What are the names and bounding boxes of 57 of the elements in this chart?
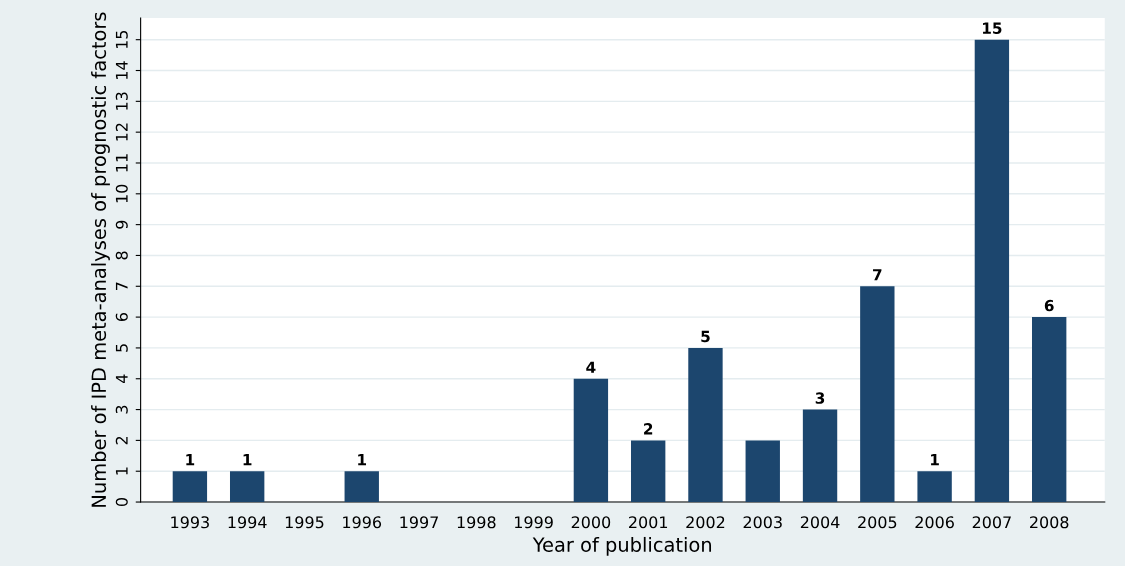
bar — [917, 471, 952, 503]
y-tick-label: 4 — [115, 374, 128, 384]
x-tick-label: 2006 — [915, 516, 954, 529]
x-tick-label: 2008 — [1030, 516, 1069, 529]
y-tick-label: 9 — [115, 220, 128, 229]
x-tick-label: 2007 — [972, 516, 1011, 529]
y-tick-label: 5 — [115, 344, 128, 352]
x-tick-label: 2000 — [571, 516, 611, 529]
data-label: 6 — [1044, 299, 1054, 312]
y-tick-label: 8 — [115, 251, 128, 260]
data-label: 1 — [358, 454, 367, 466]
y-tick-label: 1 — [115, 467, 128, 475]
x-tick-label: 2005 — [858, 516, 897, 529]
data-label: 1 — [243, 454, 252, 466]
data-label: 1 — [931, 454, 939, 466]
data-label: 15 — [982, 22, 1002, 34]
y-tick-label: 3 — [115, 405, 128, 414]
x-tick-label: 1997 — [400, 516, 438, 529]
data-label: 2 — [644, 423, 653, 435]
bar — [1032, 317, 1067, 503]
y-tick-label: 10 — [115, 184, 128, 203]
bar — [630, 440, 666, 503]
y-tick-label: 2 — [115, 436, 128, 445]
y-tick-label: 11 — [115, 154, 128, 172]
x-tick-label: 2004 — [800, 516, 840, 529]
x-tick-label: 1993 — [171, 516, 209, 529]
bar — [573, 378, 609, 503]
x-tick-label: 1994 — [228, 516, 267, 529]
bar — [802, 409, 838, 503]
y-axis-title: Number of IPD meta-analyses of prognostic factors — [91, 12, 110, 507]
data-label: 7 — [873, 269, 882, 281]
y-tick-label: 14 — [115, 61, 128, 79]
x-axis-title: Year of publication — [532, 536, 712, 556]
y-tick-label: 6 — [115, 313, 128, 322]
x-tick-label: 1999 — [515, 516, 553, 529]
bar — [172, 471, 208, 503]
y-tick-label: 7 — [115, 282, 128, 291]
y-tick-label: 13 — [115, 92, 128, 110]
data-label: 5 — [701, 330, 710, 343]
bar — [344, 471, 379, 503]
y-tick-label: 15 — [115, 30, 128, 49]
bar — [229, 471, 265, 503]
x-tick-label: 2003 — [743, 516, 782, 529]
bar — [974, 39, 1010, 503]
x-tick-label: 2001 — [629, 516, 668, 529]
bar — [745, 440, 780, 503]
data-label: 1 — [186, 454, 195, 466]
x-tick-label: 1996 — [343, 516, 382, 529]
y-tick-label: 0 — [115, 498, 128, 507]
data-label: 3 — [815, 392, 825, 404]
data-label: 4 — [586, 361, 596, 373]
x-tick-label: 1995 — [285, 516, 324, 529]
y-tick-label: 12 — [115, 123, 128, 141]
x-tick-label: 1998 — [457, 516, 496, 529]
x-tick-label: 2002 — [686, 516, 725, 529]
bar — [860, 286, 895, 503]
bar — [688, 347, 723, 503]
